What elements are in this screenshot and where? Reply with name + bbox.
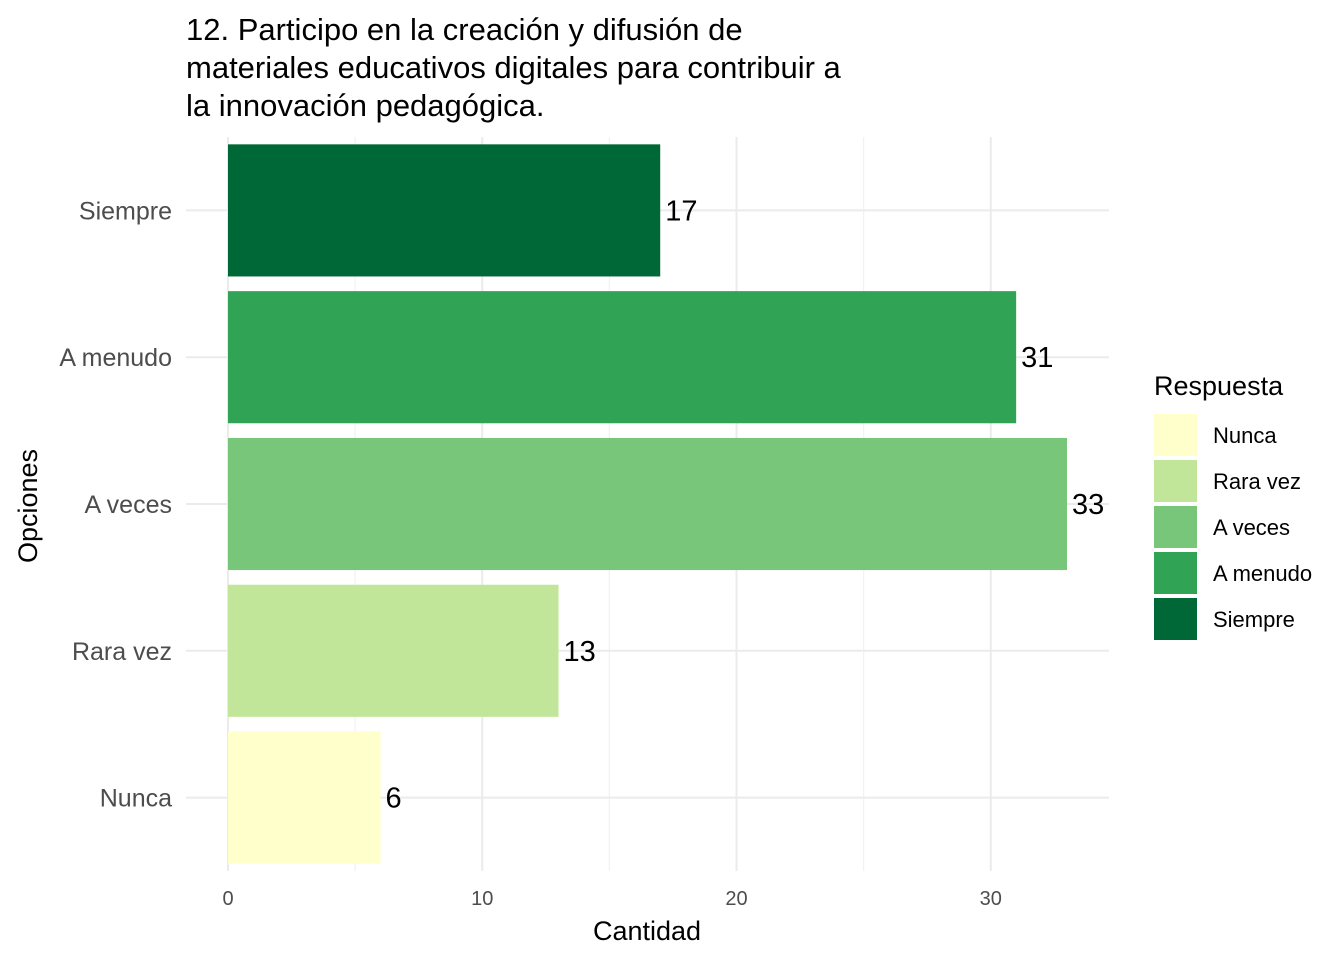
y-tick-label: Rara vez [72, 638, 172, 666]
y-tick-label: Nunca [100, 785, 172, 813]
legend-key [1154, 460, 1197, 502]
x-tick-label: 10 [471, 888, 493, 910]
data-label: 6 [386, 783, 402, 815]
data-label: 31 [1021, 342, 1053, 374]
legend-key [1154, 552, 1197, 594]
legend-key [1154, 598, 1197, 640]
title-line: materiales educativos digitales para con… [186, 50, 842, 85]
y-tick-label: A veces [84, 491, 172, 519]
chart-title: 12. Participo en la creación y difusión … [186, 12, 842, 123]
legend-label: A veces [1213, 515, 1290, 540]
bars [228, 144, 1067, 864]
legend-title: Respuesta [1154, 371, 1284, 401]
legend-label: Siempre [1213, 607, 1295, 632]
x-tick-label: 30 [980, 888, 1002, 910]
legend-label: Nunca [1213, 423, 1277, 448]
legend: Respuesta Nunca Rara vez A veces A menudo Si… [1154, 371, 1312, 640]
x-axis-title: Cantidad [593, 916, 701, 946]
bar-siempre [228, 144, 661, 277]
data-labels: 6 13 33 31 17 [386, 195, 1105, 814]
x-axis-ticks: 0 10 20 30 [222, 888, 1001, 910]
legend-label: A menudo [1213, 561, 1312, 586]
bar-nunca [228, 731, 381, 864]
legend-key [1154, 506, 1197, 548]
data-label: 13 [564, 636, 596, 668]
y-tick-label: Siempre [79, 197, 172, 225]
y-axis-ticks: Nunca Rara vez A veces A menudo Siempre [59, 197, 172, 812]
legend-key [1154, 414, 1197, 456]
y-tick-label: A menudo [59, 344, 172, 372]
data-label: 17 [665, 195, 697, 227]
legend-label: Rara vez [1213, 469, 1301, 494]
y-axis-title: Opciones [13, 449, 43, 563]
bar-a-veces [228, 437, 1067, 571]
x-tick-label: 20 [725, 888, 747, 910]
x-tick-label: 0 [222, 888, 233, 910]
bar-rara-vez [228, 584, 559, 717]
title-line: la innovación pedagógica. [186, 88, 545, 123]
data-label: 33 [1072, 489, 1104, 521]
bar-a-menudo [228, 291, 1017, 424]
title-line: 12. Participo en la creación y difusión … [186, 12, 743, 47]
